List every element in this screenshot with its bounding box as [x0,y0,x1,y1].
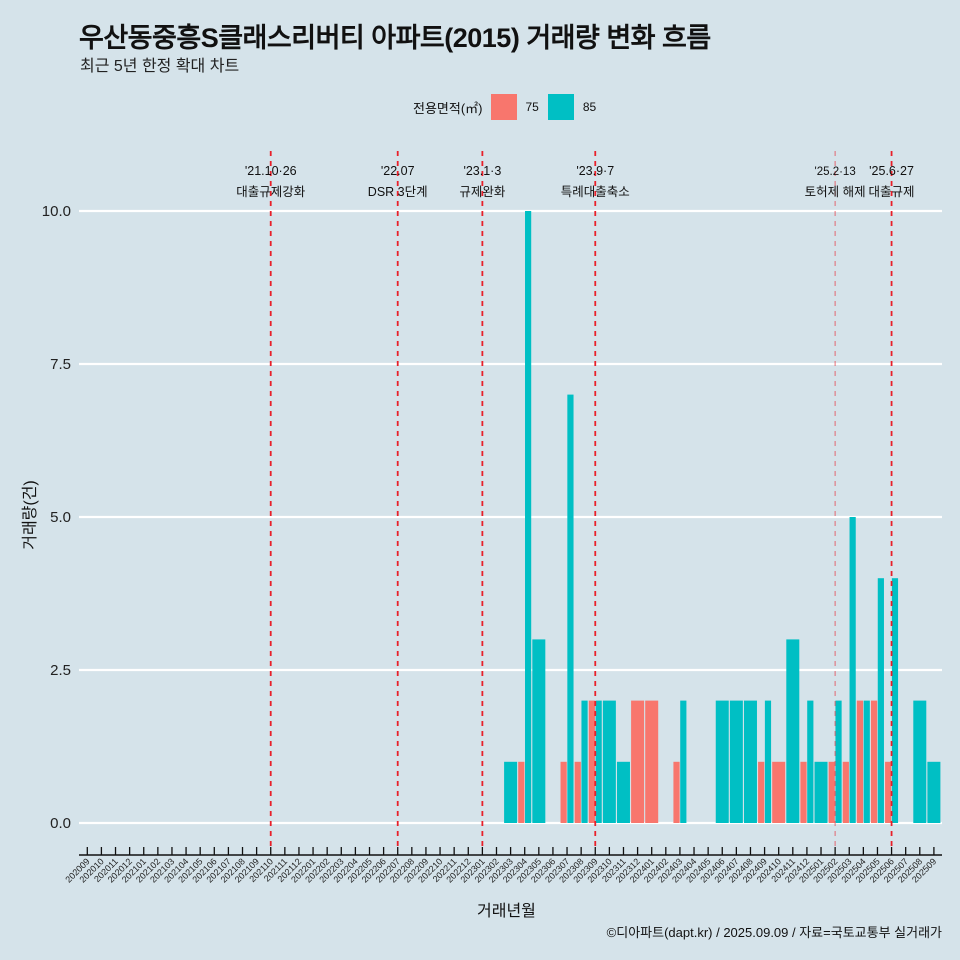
annotation-date: '23.1·3 [463,164,501,178]
legend-label-85: 85 [582,100,597,114]
bar-85-202307 [567,394,574,823]
bar-85-202407 [729,700,743,823]
bar-75-202401 [645,700,659,823]
bar-85-202411 [786,639,800,823]
bar-85-202504 [863,700,870,823]
legend: 전용면적(㎡) 75 85 [413,94,605,120]
annotation-date: '22.07 [381,164,415,178]
annotation-label: 대출규제강화 [236,185,306,199]
bar-85-202309 [595,700,602,823]
bar-85-202501 [814,761,828,823]
legend-swatch-85 [547,94,574,120]
bar-75-202309 [588,700,595,823]
bar-75-202505 [870,700,878,823]
bar-85-202503 [849,517,856,823]
bar-85-202406 [715,700,729,823]
bar-85-202303 [504,761,518,823]
bar-75-202403 [673,761,680,823]
annotation-date: '25.2·13 [815,166,856,178]
bar-85-202305 [532,639,546,823]
bar-75-202312 [631,700,645,823]
y-tick-label: 7.5 [50,356,71,373]
bar-85-202310 [602,700,616,823]
y-tick-label: 10.0 [42,203,71,220]
bar-75-202412 [800,761,807,823]
legend-swatch-75 [490,94,517,120]
legend-label-75: 75 [525,100,539,114]
chart-title: 우산동중흥S클래스리버티 아파트(2015) 거래량 변화 흐름 [79,23,711,53]
bar-85-202409 [764,700,772,823]
bar-85-202509 [927,761,941,823]
bar-85-202403 [680,700,687,823]
bar-75-202506 [885,761,892,823]
annotation-date: '21.10·26 [245,164,297,178]
y-axis-title: 거래량(건) [22,480,39,550]
annotation-label: DSR 3단계 [368,185,428,199]
bar-75-202503 [842,761,849,823]
bar-85-202408 [743,700,757,823]
bar-85-202506 [891,578,899,823]
x-axis-title: 거래년월 [477,903,536,920]
annotation-label: 대출규제 [869,185,915,199]
annotation-label: 특례대출축소 [561,185,630,199]
y-tick-label: 2.5 [50,662,71,679]
annotation-date: '23.9·7 [576,164,614,178]
annotation-label: 규제완화 [459,185,506,199]
bar-75-202502 [828,761,835,823]
bar-85-202412 [807,700,814,823]
source-caption: ©디아파트(dapt.kr) / 2025.09.09 / 자료=국토교통부 실… [606,925,942,940]
legend-title: 전용면적(㎡) [413,100,483,116]
bar-85-202502 [835,700,842,823]
bar-85-202311 [616,761,630,823]
chart-subtitle: 최근 5년 한정 확대 차트 [80,58,240,75]
bar-85-202508 [913,700,927,823]
bar-75-202308 [574,761,581,823]
bar-75-202304 [518,761,525,823]
y-tick-label: 0.0 [50,815,71,832]
bar-85-202308 [581,700,588,823]
y-tick-label: 5.0 [50,509,71,526]
bar-75-202409 [758,761,765,823]
bar-85-202304 [525,211,532,823]
annotation-date: '25.6·27 [869,164,914,178]
bar-75-202504 [856,700,864,823]
bar-85-202505 [877,578,884,823]
bar-75-202410 [772,761,786,823]
bar-75-202307 [560,761,567,823]
annotation-label: 토허제 해제 [805,185,866,199]
